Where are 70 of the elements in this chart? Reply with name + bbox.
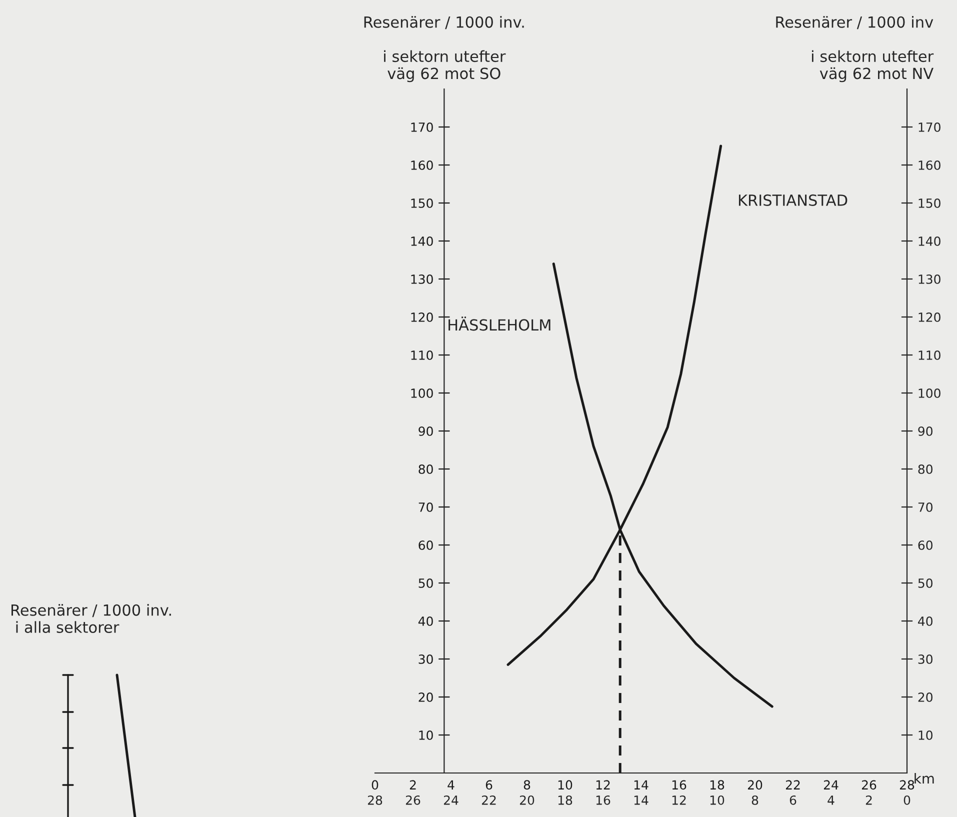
y2-tick-label: 40 [918, 616, 932, 626]
x-tick-label: 0 [372, 780, 378, 790]
x-tick-label: 6 [486, 780, 492, 790]
y-tick-label: 150 [411, 198, 433, 208]
y2-tick-label: 140 [918, 236, 940, 246]
x2-tick-label: 4 [828, 796, 834, 805]
y-tick-label: 20 [418, 692, 433, 702]
text: Resenärer / 1000 inv. i alla sektorer [12, 604, 171, 633]
series-label: HÄSSLEHOLM [448, 316, 550, 331]
y-tick-label: 70 [418, 502, 433, 512]
y2-tick-label: 170 [918, 122, 940, 132]
x2-tick-label: 8 [752, 795, 758, 805]
y2-tick-label: 100 [918, 388, 940, 398]
series-label: KRISTIANSTAD [738, 194, 848, 206]
y-tick-label: 50 [418, 578, 433, 588]
y2-tick-label: 10 [918, 730, 932, 740]
y-tick-label: 30 [418, 654, 433, 664]
x-tick-label: 8 [524, 780, 530, 790]
y-tick-label: 100 [411, 388, 433, 398]
x-tick-label: 10 [558, 780, 572, 790]
x-axis-title: km [914, 773, 934, 784]
x-tick-label: 28 [900, 780, 914, 790]
x-tick-label: 4 [448, 780, 454, 790]
y2-tick-label: 60 [918, 540, 932, 550]
x-tick-label: 12 [596, 780, 610, 790]
y2-tick-label: 150 [918, 198, 940, 208]
y-tick-label: 110 [411, 350, 433, 360]
x-tick-label: 16 [672, 780, 686, 790]
y-tick-label: 130 [411, 274, 433, 284]
y2-tick-label: 120 [918, 312, 940, 322]
x2-tick-label: 22 [482, 795, 496, 805]
y-tick-label: 10 [419, 730, 433, 740]
x2-tick-label: 24 [444, 795, 458, 805]
y-tick-label: 60 [418, 540, 433, 550]
y2-tick-label: 80 [918, 464, 932, 474]
y2-tick-label: 70 [918, 502, 932, 512]
x2-tick-label: 0 [904, 795, 910, 805]
x-tick-label: 26 [862, 780, 876, 790]
x-tick-label: 2 [410, 780, 416, 790]
text: Resenärer / 1000 inv i sektorn utefter väg 62 mot NV [776, 16, 934, 82]
x2-tick-label: 14 [634, 796, 648, 805]
y-tick-label: 170 [411, 122, 433, 132]
y2-tick-label: 30 [918, 654, 932, 664]
y-tick-label: 40 [418, 616, 433, 626]
y2-tick-label: 130 [918, 274, 940, 284]
x2-tick-label: 28 [368, 795, 382, 805]
x2-tick-label: 6 [790, 795, 796, 805]
x2-tick-label: 16 [596, 795, 610, 805]
y-tick-label: 140 [411, 236, 433, 246]
x-tick-label: 18 [710, 780, 724, 790]
x2-tick-label: 10 [710, 795, 724, 805]
x2-tick-label: 20 [520, 795, 534, 805]
x-tick-label: 20 [748, 780, 762, 790]
x-tick-label: 22 [786, 780, 800, 790]
x2-tick-label: 12 [672, 795, 686, 805]
y2-tick-label: 110 [918, 350, 940, 360]
y-tick-label: 160 [411, 160, 433, 170]
x2-tick-label: 26 [406, 795, 420, 805]
y2-tick-label: 90 [918, 426, 932, 436]
x2-tick-label: 2 [866, 795, 872, 805]
y-tick-label: 120 [411, 312, 433, 322]
y-tick-label: 90 [418, 426, 433, 436]
y2-tick-label: 20 [918, 692, 932, 702]
x-tick-label: 24 [824, 780, 838, 790]
x2-tick-label: 18 [558, 795, 572, 805]
x-tick-label: 14 [634, 780, 648, 790]
y2-tick-label: 160 [918, 160, 940, 170]
y2-tick-label: 50 [918, 578, 932, 588]
text: Resenärer / 1000 inv. i sektorn utefter väg 62 mot SO [364, 16, 524, 82]
y-tick-label: 80 [418, 464, 433, 474]
